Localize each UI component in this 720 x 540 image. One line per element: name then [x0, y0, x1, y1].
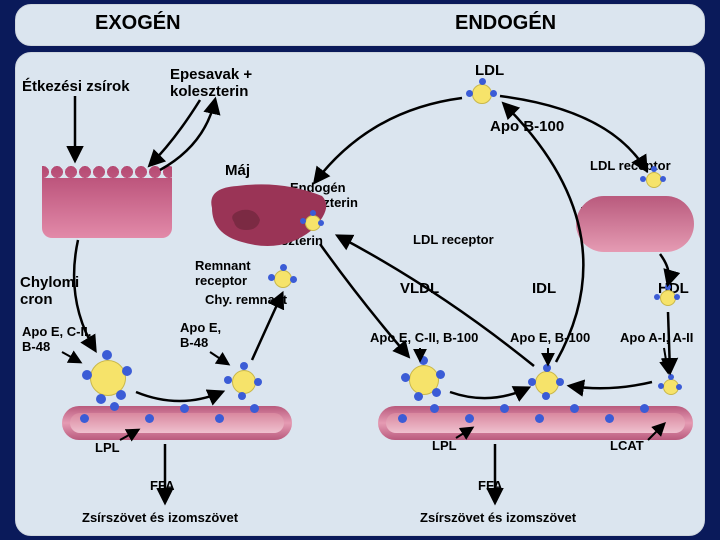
arrows-overlay — [0, 0, 720, 540]
